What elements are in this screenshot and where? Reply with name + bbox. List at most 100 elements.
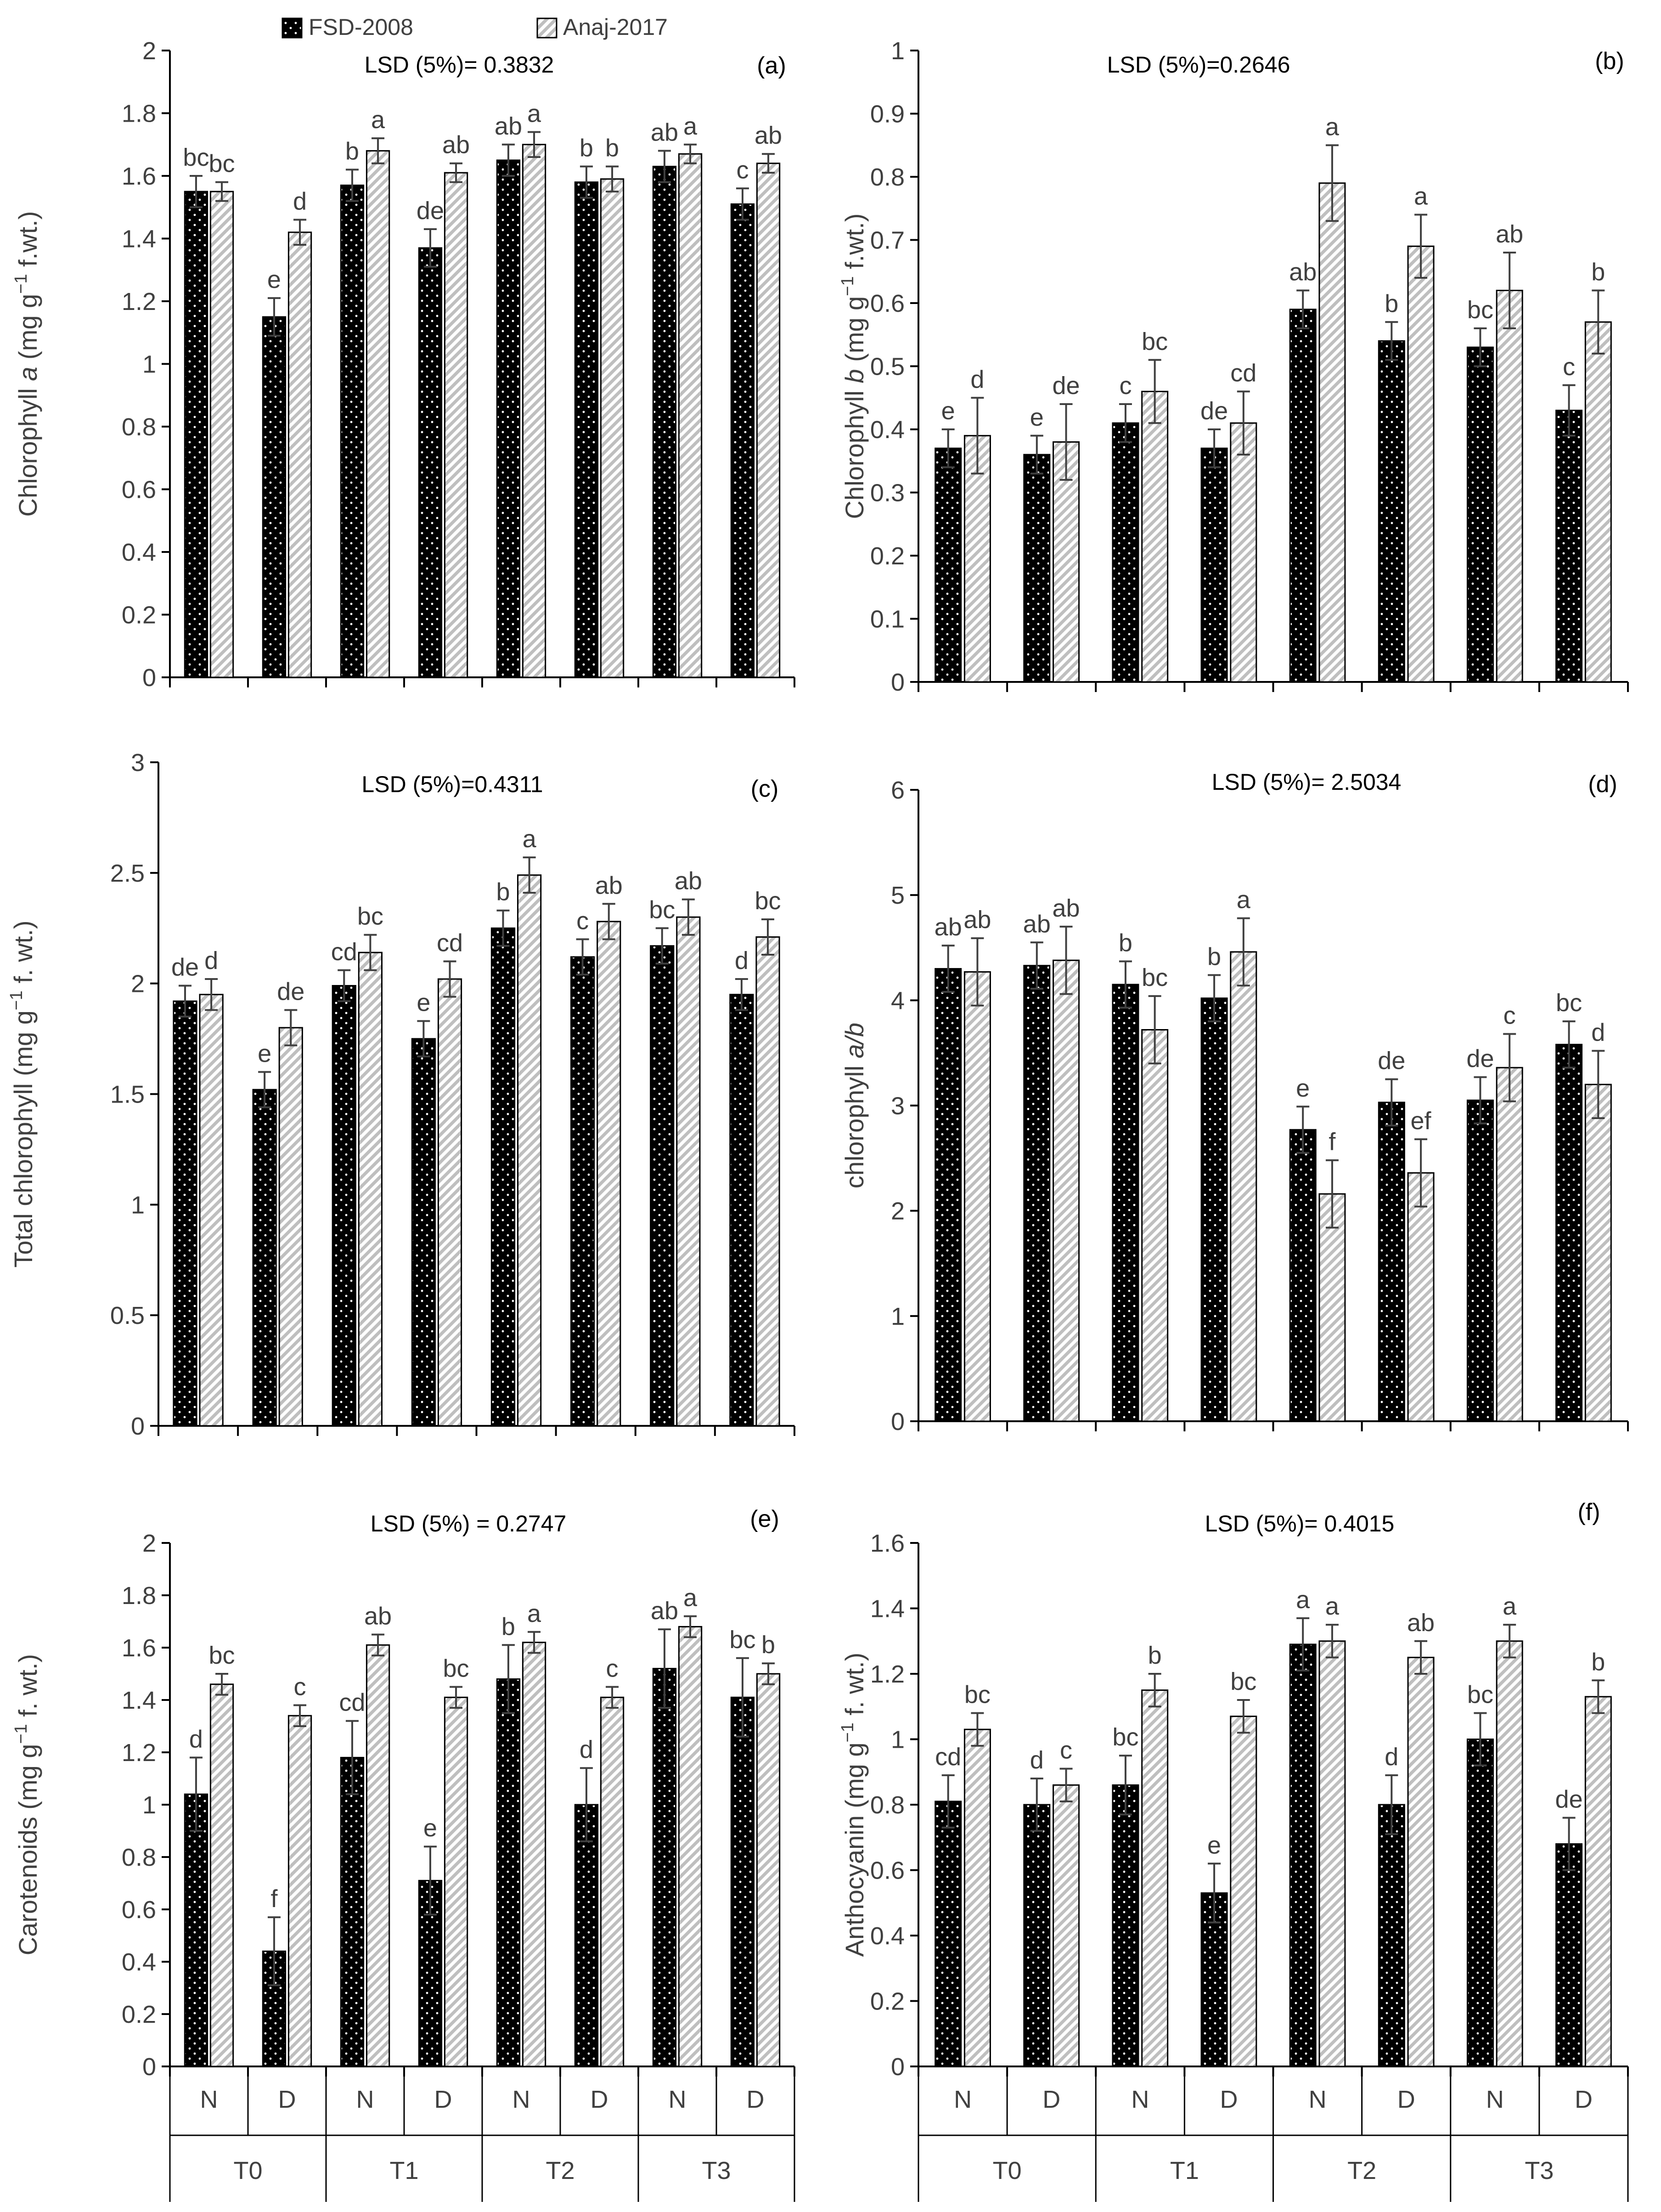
significance-letter: b [501, 1613, 515, 1640]
bar-fsd-T3-D [1555, 410, 1583, 683]
significance-letter: bc [1230, 1668, 1256, 1695]
significance-letter: cd [331, 938, 357, 966]
y-tick-label: 0 [891, 2053, 905, 2081]
y-axis-label: Chlorophyll b (mg g−1 f.wt.) [838, 214, 869, 519]
y-axis-label: Total chlorophyll (mg g−1 f. wt.) [7, 920, 38, 1267]
legend-swatch-anaj [536, 17, 557, 39]
significance-letter: ab [935, 913, 962, 941]
y-tick-label: 2 [891, 1198, 905, 1225]
bar-anaj-T1-D [1230, 422, 1257, 683]
bar-fsd-T3-N [652, 166, 677, 678]
y-tick-label: 1.2 [870, 1660, 905, 1688]
significance-letter: de [1053, 372, 1080, 400]
y-tick-label: 0 [142, 664, 156, 692]
significance-letter: bc [729, 1626, 755, 1654]
bar-fsd-T1-N [332, 985, 356, 1427]
y-tick-label: 0.2 [122, 2001, 156, 2028]
y-tick-label: 2 [142, 37, 156, 65]
chart-panel-a: 00.20.40.60.811.21.41.61.82bcebdeabbabcb… [11, 37, 795, 692]
significance-letter: bc [1467, 1681, 1493, 1709]
bar-fsd-T3-N [650, 945, 675, 1427]
significance-letter: bc [357, 903, 383, 930]
significance-letter: c [294, 1673, 306, 1700]
y-tick-label: 1 [142, 1791, 156, 1819]
bar-anaj-T1-N [366, 1644, 390, 2067]
significance-letter: ab [1496, 220, 1523, 248]
bar-fsd-T0-N [935, 447, 962, 683]
y-tick-label: 1.6 [870, 1530, 905, 1557]
group-label: T0 [233, 2157, 262, 2184]
significance-letter: d [204, 947, 218, 974]
bar-fsd-T2-N [496, 1678, 521, 2067]
y-axis-label: chlorophyll a/b [840, 1023, 869, 1188]
significance-letter: f [270, 1885, 278, 1913]
panel-label: (b) [1595, 48, 1624, 74]
significance-letter: ab [364, 1603, 392, 1630]
bar-fsd-T3-D [1555, 1044, 1583, 1422]
significance-letter: bc [649, 896, 675, 923]
significance-letter: de [417, 197, 444, 225]
treatment-label: N [1486, 2086, 1504, 2113]
bar-anaj-T2-N [522, 144, 546, 678]
significance-letter: a [1237, 886, 1251, 914]
bar-fsd-T0-D [262, 316, 287, 678]
bar-anaj-T3-D [1584, 1696, 1612, 2067]
y-tick-label: 1.4 [122, 1687, 156, 1714]
lsd-annotation: LSD (5%)=0.4311 [361, 771, 543, 797]
treatment-label: D [747, 2086, 765, 2113]
y-tick-label: 0.5 [110, 1302, 145, 1329]
bar-anaj-T2-N [1318, 1193, 1346, 1422]
significance-letter: de [1200, 397, 1228, 425]
bar-fsd-T2-N [1289, 309, 1317, 683]
significance-letter: ab [651, 1597, 678, 1625]
significance-letter: ab [1053, 895, 1080, 922]
significance-letter: bc [1112, 1723, 1138, 1751]
significance-letter: a [1296, 1586, 1310, 1614]
panel-label: (a) [757, 52, 786, 79]
y-tick-label: 0 [142, 2053, 156, 2081]
y-tick-label: 1 [131, 1191, 145, 1219]
bar-fsd-T0-D [252, 1089, 277, 1427]
bar-fsd-T2-D [1378, 1102, 1405, 1422]
bar-anaj-T3-N [1496, 290, 1523, 683]
treatment-label: D [278, 2086, 296, 2113]
y-tick-label: 0.1 [870, 606, 905, 633]
treatment-label: N [512, 2086, 530, 2113]
significance-letter: de [1378, 1047, 1405, 1075]
bar-fsd-T1-D [418, 247, 443, 678]
significance-letter: b [496, 878, 510, 906]
group-label: T2 [1347, 2157, 1376, 2184]
bar-fsd-T1-N [340, 184, 365, 678]
significance-letter: b [605, 135, 619, 162]
significance-letter: a [1325, 1593, 1340, 1620]
bar-fsd-T1-D [1200, 447, 1228, 683]
y-tick-label: 0.4 [870, 1922, 905, 1950]
y-tick-label: 0.6 [122, 1896, 156, 1924]
significance-letter: e [1030, 404, 1044, 431]
group-label: T3 [1525, 2157, 1554, 2184]
y-tick-label: 0.8 [870, 163, 905, 191]
bar-fsd-T0-N [184, 191, 208, 678]
y-tick-label: 0.7 [870, 227, 905, 254]
y-tick-label: 2 [131, 970, 145, 998]
bar-anaj-T2-N [1318, 1640, 1346, 2067]
y-tick-label: 3 [131, 749, 145, 777]
y-tick-label: 0.3 [870, 479, 905, 507]
significance-letter: ab [1289, 259, 1317, 286]
significance-letter: a [527, 100, 541, 127]
bar-anaj-T0-N [209, 1683, 234, 2067]
y-tick-label: 1.6 [122, 1634, 156, 1662]
bar-anaj-T2-D [597, 921, 621, 1427]
bar-anaj-T0-N [963, 971, 991, 1422]
significance-letter: f [1329, 1128, 1336, 1156]
treatment-label: N [1131, 2086, 1149, 2113]
bar-anaj-T3-N [1496, 1640, 1523, 2067]
significance-letter: c [1119, 372, 1132, 400]
bar-fsd-T0-D [262, 1950, 287, 2067]
significance-letter: bc [183, 144, 209, 171]
bar-fsd-T3-D [1555, 1843, 1583, 2067]
